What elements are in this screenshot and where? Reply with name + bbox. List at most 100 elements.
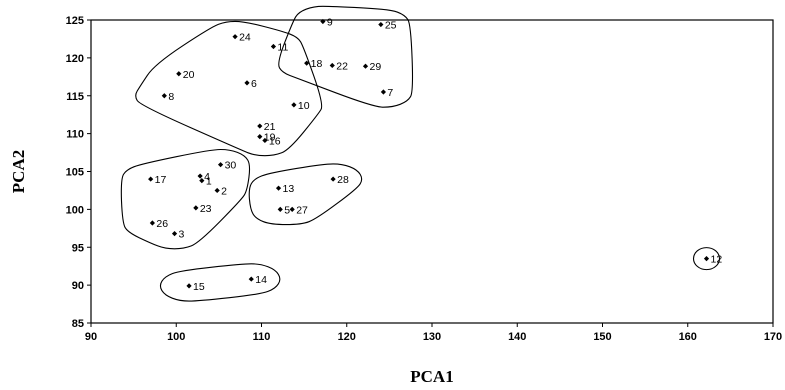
point-marker — [362, 63, 369, 69]
data-point: 9 — [320, 17, 333, 29]
data-point: 7 — [380, 87, 393, 99]
point-marker — [270, 43, 277, 50]
point-label: 27 — [296, 204, 308, 216]
point-marker — [176, 71, 182, 77]
point-marker — [289, 206, 295, 212]
cluster-outline — [135, 20, 323, 157]
point-marker — [171, 231, 178, 237]
x-tick-label: 110 — [253, 331, 271, 343]
data-point: 22 — [329, 60, 348, 72]
point-marker — [262, 137, 268, 144]
x-axis-title: PCA1 — [410, 367, 453, 386]
point-label: 13 — [283, 183, 295, 195]
point-marker — [217, 162, 224, 168]
data-point: 3 — [171, 229, 185, 241]
point-marker — [380, 89, 387, 95]
point-marker — [320, 18, 326, 25]
data-points: 1234567891011121314151617181920212223242… — [148, 17, 722, 293]
x-tick-label: 130 — [423, 331, 441, 343]
data-point: 25 — [378, 20, 397, 32]
point-label: 28 — [337, 174, 349, 186]
data-point: 26 — [149, 218, 168, 230]
x-tick-label: 150 — [593, 331, 611, 343]
cluster-outline — [248, 163, 363, 226]
data-point: 24 — [232, 32, 251, 44]
point-label: 15 — [193, 281, 205, 293]
y-tick-label: 125 — [66, 15, 84, 27]
point-marker — [199, 177, 205, 184]
data-point: 17 — [148, 174, 167, 186]
data-point: 11 — [270, 42, 288, 54]
x-tick-label: 170 — [764, 331, 782, 343]
data-point: 10 — [291, 100, 310, 112]
point-label: 29 — [370, 61, 382, 73]
y-tick-label: 115 — [66, 91, 84, 103]
point-label: 7 — [387, 87, 393, 99]
y-tick-label: 120 — [66, 53, 84, 65]
data-point: 29 — [362, 61, 382, 73]
point-marker — [257, 134, 263, 140]
point-label: 26 — [156, 218, 168, 230]
plot-area-frame — [90, 19, 774, 324]
point-marker — [277, 206, 283, 212]
cluster-outline — [120, 148, 251, 250]
data-point: 30 — [217, 160, 237, 172]
point-label: 25 — [385, 20, 397, 32]
point-label: 5 — [284, 204, 290, 216]
point-marker — [703, 256, 710, 262]
data-point: 6 — [244, 78, 257, 90]
point-label: 6 — [251, 78, 257, 90]
data-point: 21 — [257, 121, 276, 133]
point-marker — [329, 62, 335, 69]
point-label: 19 — [264, 132, 276, 144]
data-point: 8 — [161, 91, 174, 103]
y-tick-label: 85 — [72, 318, 84, 330]
data-point: 5 — [277, 204, 290, 216]
data-point: 12 — [703, 254, 722, 266]
point-label: 24 — [239, 32, 251, 44]
point-label: 9 — [327, 17, 333, 29]
data-point: 4 — [197, 171, 210, 183]
data-point: 20 — [176, 69, 195, 81]
point-label: 20 — [183, 69, 195, 81]
point-marker — [275, 185, 282, 191]
point-marker — [378, 21, 384, 28]
point-label: 22 — [336, 60, 348, 72]
point-marker — [186, 283, 192, 289]
cluster-outline — [159, 263, 281, 302]
point-label: 17 — [155, 174, 167, 186]
point-marker — [193, 205, 199, 211]
point-marker — [148, 176, 154, 182]
point-label: 10 — [298, 100, 310, 112]
x-tick-label: 90 — [85, 331, 97, 343]
y-tick-label: 100 — [66, 204, 84, 216]
point-marker — [304, 60, 310, 66]
data-point: 23 — [193, 203, 212, 215]
point-label: 14 — [255, 274, 267, 286]
y-tick-label: 105 — [66, 167, 84, 179]
point-label: 2 — [221, 185, 227, 197]
cluster-outline — [692, 247, 721, 271]
point-marker — [161, 93, 167, 99]
data-point: 2 — [214, 185, 227, 197]
data-point: 19 — [257, 132, 276, 144]
x-axis: 90 100 110 120 130 140 150 160 170 — [85, 323, 782, 343]
data-point: 28 — [330, 174, 349, 186]
point-label: 30 — [225, 160, 237, 172]
y-tick-label: 110 — [66, 129, 84, 141]
point-label: 16 — [269, 135, 281, 147]
point-marker — [149, 220, 155, 226]
x-tick-label: 160 — [679, 331, 697, 343]
point-marker — [214, 187, 220, 194]
point-label: 1 — [206, 176, 212, 188]
point-marker — [232, 34, 238, 40]
point-marker — [248, 276, 254, 282]
point-marker — [291, 102, 297, 108]
x-tick-label: 100 — [167, 331, 185, 343]
point-label: 18 — [311, 58, 323, 70]
data-point: 14 — [248, 274, 267, 286]
point-label: 11 — [277, 42, 288, 54]
data-point: 13 — [275, 183, 295, 195]
point-label: 21 — [264, 121, 276, 133]
